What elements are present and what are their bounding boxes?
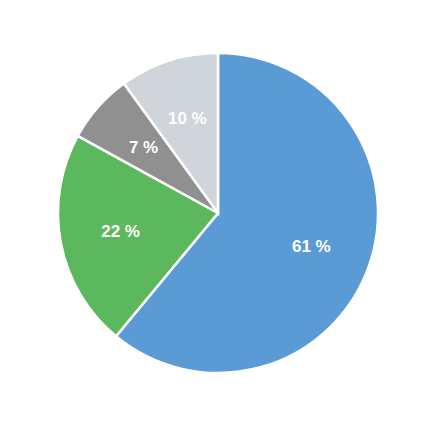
- svg-text:61 %: 61 %: [292, 237, 331, 256]
- svg-text:7 %: 7 %: [129, 138, 158, 157]
- svg-text:10 %: 10 %: [168, 109, 207, 128]
- svg-text:22 %: 22 %: [101, 222, 140, 241]
